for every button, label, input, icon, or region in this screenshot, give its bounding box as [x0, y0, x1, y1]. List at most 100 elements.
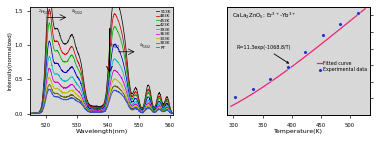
393K	[28, 113, 33, 114]
483K	[37, 111, 42, 113]
453K	[37, 112, 42, 113]
Text: $^4S_{3/2}$: $^4S_{3/2}$	[110, 41, 121, 51]
Fitted curve	[245, 96, 249, 98]
453K	[119, 42, 124, 44]
Fitted curve	[363, 8, 367, 10]
303K	[48, 84, 52, 85]
483K	[28, 113, 33, 114]
363K	[171, 112, 175, 114]
303K	[115, 86, 119, 88]
Line: Fitted curve: Fitted curve	[231, 9, 365, 106]
423K	[115, 47, 119, 49]
423K	[30, 113, 35, 114]
513K	[171, 112, 175, 114]
513K	[152, 106, 156, 108]
423K	[28, 112, 33, 114]
453K	[115, 30, 119, 32]
RT	[112, 90, 116, 91]
Fitted curve	[326, 37, 331, 39]
423K	[137, 105, 141, 107]
453K	[137, 103, 141, 105]
333K	[119, 84, 124, 85]
Line: 453K: 453K	[30, 23, 173, 114]
363K	[28, 113, 33, 114]
333K	[111, 79, 116, 81]
453K	[47, 22, 51, 24]
513K	[37, 111, 42, 113]
453K	[112, 27, 116, 29]
RT	[119, 93, 124, 95]
363K	[151, 110, 156, 112]
423K	[47, 40, 51, 42]
Experimental data	[319, 34, 325, 36]
483K	[137, 100, 141, 102]
X-axis label: Wavelength(nm): Wavelength(nm)	[76, 129, 128, 134]
303K	[171, 113, 175, 114]
483K	[112, 14, 116, 16]
Y-axis label: Intensity(normalized): Intensity(normalized)	[8, 32, 13, 90]
Fitted curve	[273, 78, 277, 80]
453K	[171, 113, 175, 114]
513K	[28, 112, 33, 114]
Text: $^4I_{15/2}$: $^4I_{15/2}$	[139, 41, 151, 51]
393K	[119, 68, 124, 70]
483K	[47, 9, 52, 10]
Fitted curve	[229, 105, 233, 107]
303K	[28, 113, 33, 114]
423K	[119, 56, 124, 58]
423K	[171, 113, 175, 114]
363K	[119, 77, 124, 79]
RT	[28, 113, 33, 114]
Experimental data	[249, 88, 256, 90]
483K	[115, 18, 119, 19]
333K	[47, 76, 52, 78]
513K	[115, 1, 119, 2]
RT	[137, 110, 141, 112]
393K	[136, 106, 141, 108]
423K	[152, 109, 156, 111]
X-axis label: Temperature(K): Temperature(K)	[274, 129, 324, 134]
Line: 393K: 393K	[30, 56, 173, 114]
Experimental data	[302, 50, 308, 53]
Legend: Fitted curve, Experimental data: Fitted curve, Experimental data	[317, 60, 368, 72]
Fitted curve	[282, 71, 287, 73]
363K	[115, 71, 119, 73]
333K	[171, 113, 175, 114]
393K	[47, 55, 52, 57]
303K	[28, 112, 33, 114]
483K	[152, 106, 156, 108]
RT	[47, 88, 51, 90]
393K	[115, 61, 119, 62]
423K	[112, 44, 116, 46]
Experimental data	[285, 66, 291, 68]
303K	[152, 111, 156, 113]
453K	[28, 113, 33, 114]
333K	[37, 113, 41, 114]
Legend: 513K, 483K, 453K, 423K, 393K, 363K, 333K, 303K, RT: 513K, 483K, 453K, 423K, 393K, 363K, 333K…	[155, 9, 171, 50]
393K	[171, 113, 175, 114]
363K	[111, 70, 116, 72]
Text: R=11.3exp(-1068.8/T): R=11.3exp(-1068.8/T)	[236, 45, 291, 63]
303K	[37, 113, 42, 114]
303K	[112, 85, 116, 87]
RT	[28, 113, 33, 114]
453K	[28, 113, 33, 114]
Line: 513K: 513K	[30, 0, 173, 114]
Experimental data	[267, 78, 273, 80]
Line: 333K: 333K	[30, 77, 173, 114]
333K	[151, 111, 156, 112]
513K	[119, 17, 124, 19]
483K	[171, 112, 175, 114]
423K	[37, 112, 42, 113]
Text: $^4I_{15/2}$: $^4I_{15/2}$	[71, 7, 82, 17]
RT	[37, 113, 42, 114]
Line: 363K: 363K	[30, 68, 173, 114]
Experimental data	[355, 12, 361, 14]
Line: 423K: 423K	[30, 41, 173, 114]
513K	[28, 113, 33, 114]
RT	[171, 112, 175, 114]
Text: $^2H_{11/2}$: $^2H_{11/2}$	[38, 7, 52, 17]
453K	[152, 107, 156, 109]
Line: 483K: 483K	[30, 10, 173, 114]
Fitted curve	[325, 38, 330, 40]
